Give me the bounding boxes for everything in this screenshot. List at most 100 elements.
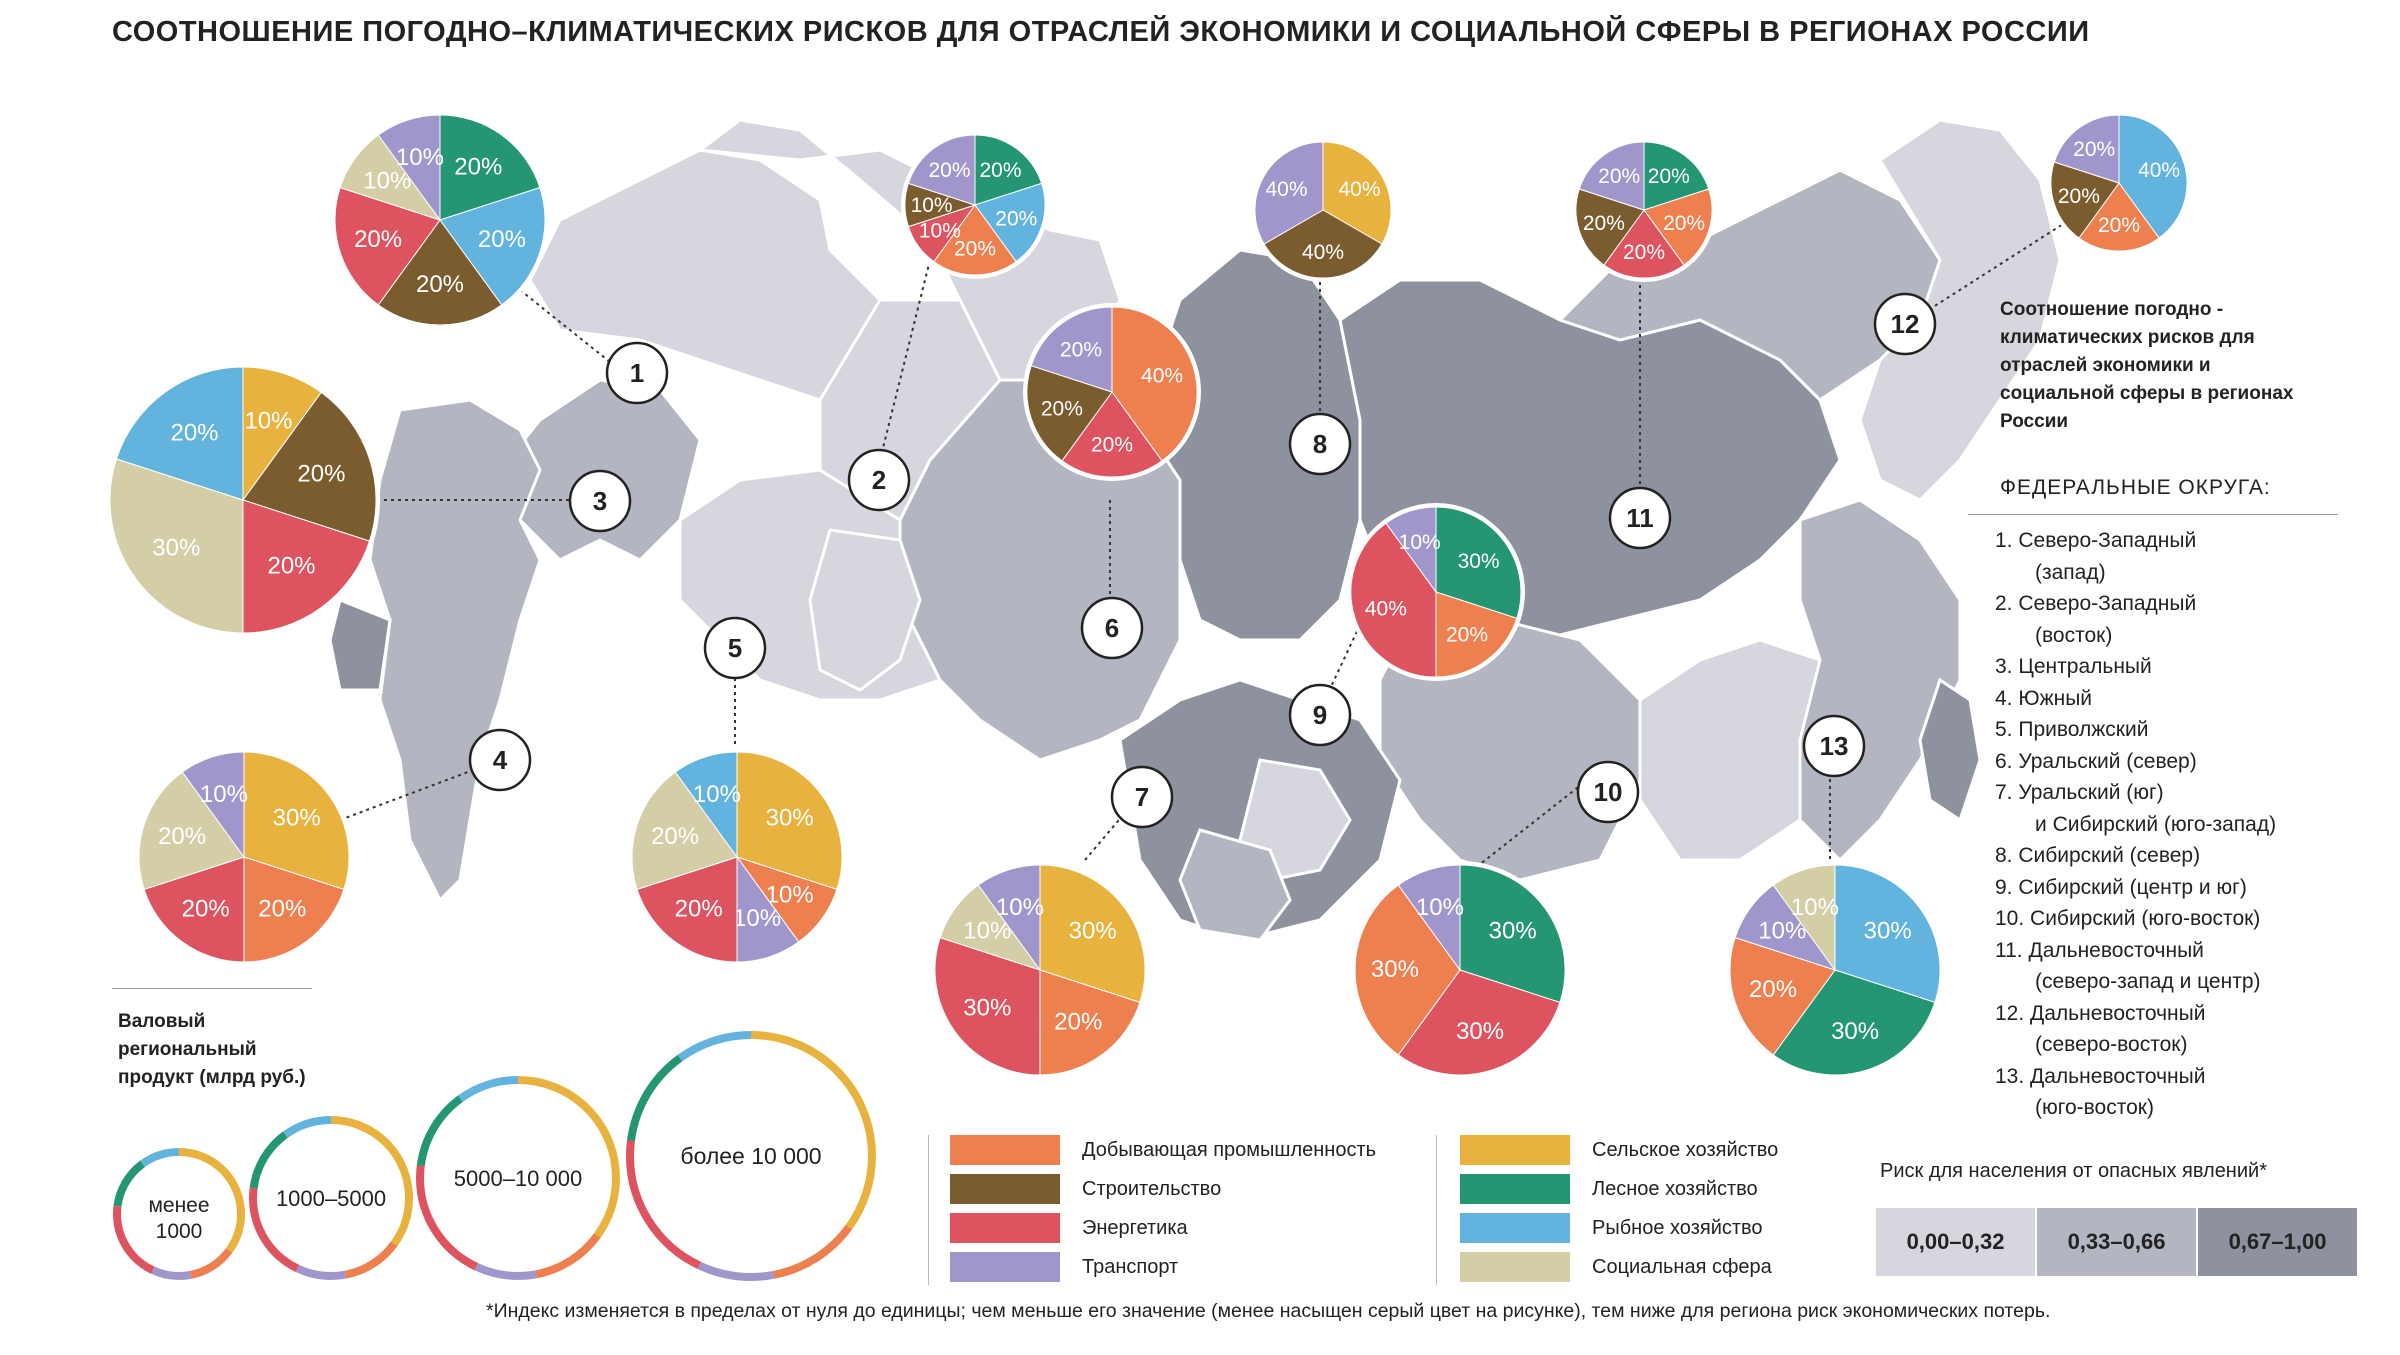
pie-slice-label: 20% [995,207,1037,230]
legend-label: Добывающая промышленность [1082,1138,1377,1161]
pie-slice-label: 10% [766,881,814,908]
district-marker: 6 [1080,596,1144,660]
legend-label: Лесное хозяйство [1592,1177,1758,1200]
pie-slice-label: 10% [200,781,248,808]
district-item: 12. Дальневосточный [1995,1001,2206,1025]
pie-slice [242,391,377,542]
pie-slice [631,771,738,891]
pie-district-12: 40% 20% 20% 20% [2047,111,2191,255]
pie-district-5: 30%10%10%20%20%10% [628,748,846,966]
pie-slice-label: 20% [1749,976,1797,1003]
pie-slice-label: 10% [733,905,781,932]
pie-slice-label: 10% [963,918,1011,945]
pie-district-9: 30% 20% 40% 10% [1347,503,1525,681]
pie-slice-label: 20% [954,237,996,260]
divider [1968,514,2338,515]
pie-slice [1643,188,1713,266]
pie-district-7: 30% 20% 30% 10%10% [931,861,1149,1079]
svg-text:5: 5 [728,633,742,663]
pie-slice-label: 20% [478,226,526,253]
pie-slice-label: 30% [766,805,814,832]
pie-slice [934,936,1041,1076]
pie-slice [109,458,244,634]
pie-slice-label: 30% [152,535,200,562]
pie-slice [1643,141,1710,211]
pie-slice [143,856,245,963]
districts-list: 1. Северо-Западный (запад) 2. Северо-Запад… [1995,525,2375,1124]
pie-slice-label: 20% [297,461,345,488]
legend-item: Энергетика [950,1213,1188,1243]
pie-slice [1578,141,1645,211]
leader-line [519,289,621,371]
pie-slice-label: 20% [979,159,1021,182]
pie-slice [1397,969,1561,1076]
pie-slice-label: 40% [1365,597,1407,620]
pie-slice [1435,591,1518,678]
pie-slice-label: 20% [170,419,218,446]
pie-slice-label: 20% [1648,165,1690,188]
pie-charts: 20%20%20%20%10%10% 20%20%20%10%10%20%10%2… [106,111,2191,1079]
pie-slice [377,219,503,326]
pie-slice [1039,864,1146,1004]
pie-slice [334,186,441,306]
pie-slice-label: 20% [1041,397,1083,420]
divider [112,988,312,989]
legend-swatch [950,1213,1060,1243]
pie-slice-label: 20% [2098,214,2140,237]
map-region [1178,828,1292,942]
pie-slice [242,366,322,502]
legend-swatch [1460,1213,1570,1243]
pie-district-8: 40% 40% 40% [1251,138,1395,282]
pie-slice [1772,864,1836,972]
map-region [528,148,882,402]
pie-slice-label: 10% [693,781,741,808]
pie-slice-label: 10% [911,194,953,217]
divider [1436,1135,1437,1285]
district-item: 13. Дальневосточный [1995,1064,2206,1088]
legend-swatch [1460,1174,1570,1204]
legend-label: Энергетика [1082,1216,1188,1239]
pie-slice [439,186,546,306]
district-item-cont: (юго-восток) [2035,1096,2154,1119]
legend-item: Транспорт [950,1252,1178,1282]
svg-text:7: 7 [1135,782,1149,812]
grp-size-legend: менее 1000 1000–5000 5000–10 000 более 10 00… [113,1031,876,1281]
pie-slice-label: 40% [1302,241,1344,264]
svg-text:11: 11 [1626,503,1654,533]
pie-slice-label: 20% [258,896,306,923]
pie-district-4: 30% 20% 20% 20% 10% [135,748,353,966]
pie-slice-label: 30% [1371,956,1419,983]
pie-slice-label: 10% [244,408,292,435]
legend-swatch [950,1252,1060,1282]
pie-slice-label: 30% [1069,918,1117,945]
pie-slice [933,204,1017,276]
pie-slice-label: 20% [675,896,723,923]
risk-class: 0,00–0,32 [1876,1208,2035,1276]
pie-district-13: 30% 30% 20% 10%10% [1726,861,1944,1079]
pie-slice [736,751,843,891]
svg-text:3: 3 [593,486,607,516]
risk-legend-title: Риск для населения от опасных явлений* [1880,1160,2267,1182]
pie-slice-label: 20% [2073,138,2115,161]
pie-slice [907,134,976,206]
pie-slice [138,771,245,891]
district-item-cont: (запад) [2035,560,2106,584]
pie-slice-label: 20% [1091,434,1133,457]
svg-text:1: 1 [630,358,644,388]
legend-label: Строительство [1082,1177,1222,1200]
pie-slice-label: 20% [1598,165,1640,188]
pie-slice-label: 20% [2058,185,2100,208]
legend-item: Лесное хозяйство [1460,1174,1758,1204]
legend-item: Рыбное хозяйство [1460,1213,1763,1243]
pie-slice [1263,209,1383,279]
legend-label: Рыбное хозяйство [1592,1216,1763,1239]
grp-ring-label: более 10 000 [680,1143,821,1169]
pie-slice-label: 20% [1060,338,1102,361]
svg-text:2: 2 [872,465,886,495]
pie-slice-label: 10% [1399,531,1441,554]
svg-text:9: 9 [1313,700,1327,730]
district-marker: 8 [1288,412,1352,476]
pie-slice [974,134,1043,206]
pie-slice [242,499,371,634]
legend-swatch [1460,1252,1570,1282]
